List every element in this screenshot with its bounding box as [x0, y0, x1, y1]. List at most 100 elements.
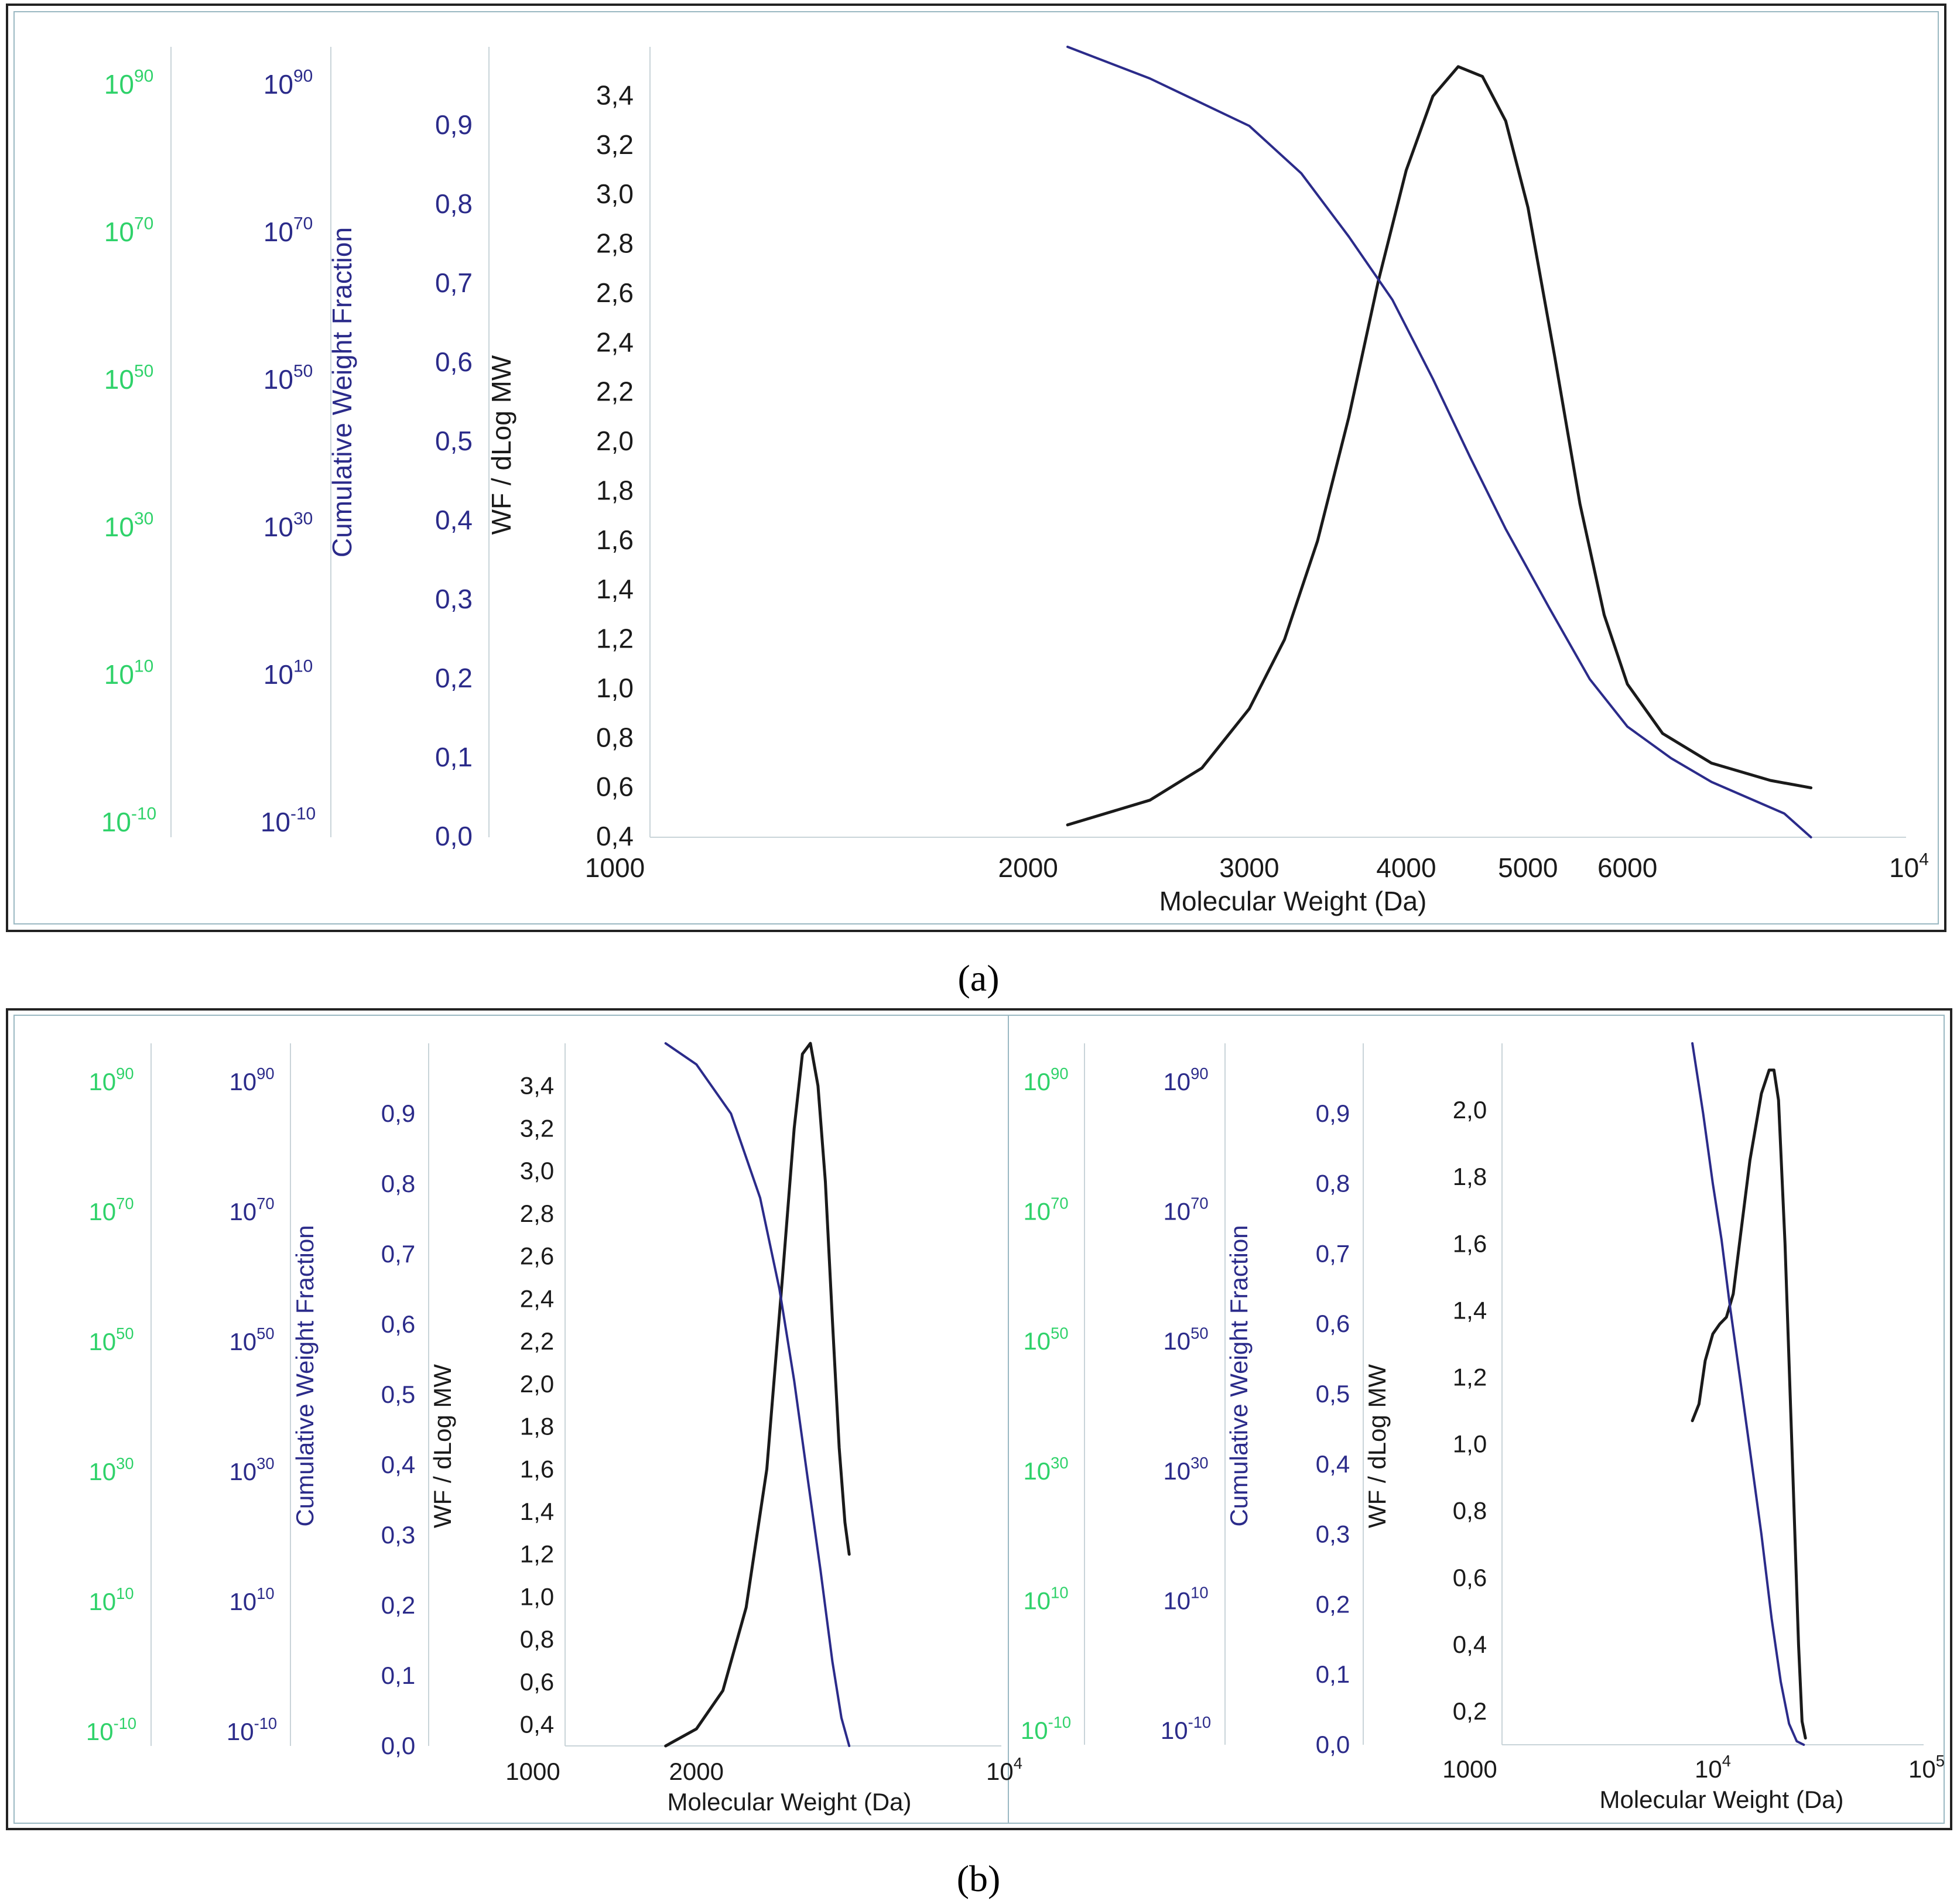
cumulative-fraction-curve [664, 1042, 851, 1747]
x-tick-label: 2000 [669, 1758, 724, 1785]
cum-fraction-tick-label: 0,8 [1316, 1170, 1350, 1197]
cum-fraction-tick-label: 0,7 [1316, 1239, 1350, 1267]
x-tick-label: 3000 [1219, 852, 1279, 883]
cum-fraction-tick-label: 0,7 [435, 268, 473, 298]
x-tick-label: 5000 [1498, 852, 1558, 883]
cum-fraction-tick-label: 0,1 [1316, 1660, 1350, 1688]
wf-tick-label: 1,8 [596, 475, 634, 505]
cum-fraction-tick-label: 0,3 [1316, 1521, 1350, 1548]
wf-tick-label: 2,0 [1453, 1096, 1487, 1124]
cum-fraction-tick-label: 0,0 [435, 821, 473, 851]
cumulative-fraction-curve [1691, 1042, 1805, 1746]
green-tick-label: 1090 [88, 1064, 134, 1095]
green-tick-label: 1030 [104, 509, 153, 542]
wf-tick-label: 1,4 [596, 574, 634, 604]
cum-fraction-tick-label: 0,8 [381, 1170, 415, 1197]
wf-tick-label: 2,8 [520, 1200, 554, 1227]
x-axis-label: Molecular Weight (Da) [667, 1788, 911, 1816]
green-tick-label: 1010 [88, 1584, 134, 1615]
wf-tick-label: 1,0 [1453, 1430, 1487, 1458]
cum-fraction-tick-label: 0,6 [435, 347, 473, 377]
cum-tick-label: 1090 [264, 66, 313, 100]
cum-fraction-tick-label: 0,9 [381, 1100, 415, 1127]
green-tick-label: 1070 [1023, 1194, 1068, 1225]
cum-tick-label: 1090 [229, 1064, 274, 1095]
cum-fraction-tick-label: 0,9 [435, 109, 473, 140]
wf-tick-label: 2,4 [596, 327, 634, 357]
panel-a-frame [6, 4, 1946, 932]
x-axis-label: Molecular Weight (Da) [1599, 1786, 1843, 1813]
green-tick-label: 1070 [88, 1194, 134, 1225]
x-tick-label: 105 [1908, 1752, 1945, 1783]
green-tick-label: 1090 [104, 66, 153, 100]
cum-fraction-tick-label: 0,0 [1316, 1731, 1350, 1758]
wf-tick-label: 3,0 [520, 1157, 554, 1184]
green-tick-label: 1090 [1023, 1064, 1068, 1095]
cum-fraction-tick-label: 0,4 [435, 505, 473, 535]
wf-tick-label: 2,2 [520, 1327, 554, 1355]
wf-tick-label: 1,4 [520, 1498, 554, 1525]
cum-fraction-tick-label: 0,4 [381, 1451, 415, 1478]
cum-fraction-tick-label: 0,6 [381, 1310, 415, 1338]
green-tick-label: 1030 [1023, 1454, 1068, 1485]
cum-tick-label: 1050 [1163, 1324, 1208, 1355]
wf-tick-label: 1,6 [596, 525, 634, 555]
wf-tick-label: 0,8 [596, 722, 634, 752]
wf-tick-label: 0,6 [520, 1668, 554, 1696]
wf-dlogmw-curve [1066, 65, 1813, 827]
wf-axis-label: WF / dLog MW [429, 1364, 456, 1528]
wf-tick-label: 1,8 [520, 1413, 554, 1440]
green-tick-label: 10-10 [86, 1714, 136, 1745]
cum-fraction-tick-label: 0,1 [381, 1662, 415, 1689]
cum-tick-label: 1090 [1163, 1064, 1208, 1095]
wf-tick-label: 2,6 [520, 1242, 554, 1270]
cum-fraction-tick-label: 0,4 [1316, 1450, 1350, 1478]
wf-tick-label: 1,2 [520, 1540, 554, 1568]
cum-fraction-tick-label: 0,6 [1316, 1310, 1350, 1337]
x-tick-label: 2000 [998, 852, 1058, 883]
cum-tick-label: 1070 [229, 1194, 274, 1225]
wf-tick-label: 2,0 [596, 426, 634, 456]
cum-tick-label: 1050 [229, 1324, 274, 1355]
x-tick-label: 6000 [1597, 852, 1657, 883]
wf-tick-label: 1,0 [596, 673, 634, 703]
x-tick-label: 1000 [1442, 1755, 1497, 1783]
green-tick-label: 1050 [104, 361, 153, 395]
cum-tick-label: 10-10 [227, 1714, 277, 1745]
wf-tick-label: 0,8 [520, 1625, 554, 1653]
cum-tick-label: 1070 [1163, 1194, 1208, 1225]
cum-axis-label: Cumulative Weight Fraction [1225, 1225, 1253, 1526]
cum-fraction-tick-label: 0,2 [381, 1591, 415, 1619]
wf-tick-label: 0,4 [520, 1711, 554, 1738]
cum-tick-label: 1010 [229, 1584, 274, 1615]
x-tick-label: 104 [1695, 1752, 1731, 1783]
cum-fraction-tick-label: 0,1 [435, 742, 473, 772]
green-tick-label: 1070 [104, 214, 153, 247]
cum-tick-label: 10-10 [1161, 1713, 1211, 1744]
panel-b-inner-frame [13, 1015, 1945, 1824]
x-tick-label: 4000 [1376, 852, 1436, 883]
cum-tick-label: 1030 [229, 1454, 274, 1485]
cum-tick-label: 1010 [1163, 1584, 1208, 1615]
x-tick-label: 1000 [505, 1758, 560, 1785]
green-tick-label: 1030 [88, 1454, 134, 1485]
wf-tick-label: 3,4 [520, 1072, 554, 1100]
green-tick-label: 10-10 [1021, 1713, 1071, 1744]
wf-tick-label: 0,2 [1453, 1697, 1487, 1725]
cum-tick-label: 1030 [1163, 1454, 1208, 1485]
wf-tick-label: 2,2 [596, 376, 634, 407]
green-tick-label: 1010 [104, 656, 153, 690]
cum-tick-label: 1030 [264, 509, 313, 542]
wf-tick-label: 3,2 [520, 1114, 554, 1142]
x-tick-label: 104 [986, 1754, 1022, 1785]
wf-tick-label: 0,8 [1453, 1497, 1487, 1525]
wf-tick-label: 2,8 [596, 228, 634, 259]
wf-tick-label: 2,0 [520, 1370, 554, 1398]
cum-fraction-tick-label: 0,3 [435, 584, 473, 614]
wf-tick-label: 0,6 [596, 772, 634, 802]
chart-a: 10-10 1010 1030 1050 1070 1090 10-10 1010 1030 10… [101, 46, 1929, 916]
wf-tick-label: 1,6 [520, 1455, 554, 1482]
panel-b-frame [6, 1008, 1952, 1830]
cum-axis-label: Cumulative Weight Fraction [291, 1225, 319, 1526]
